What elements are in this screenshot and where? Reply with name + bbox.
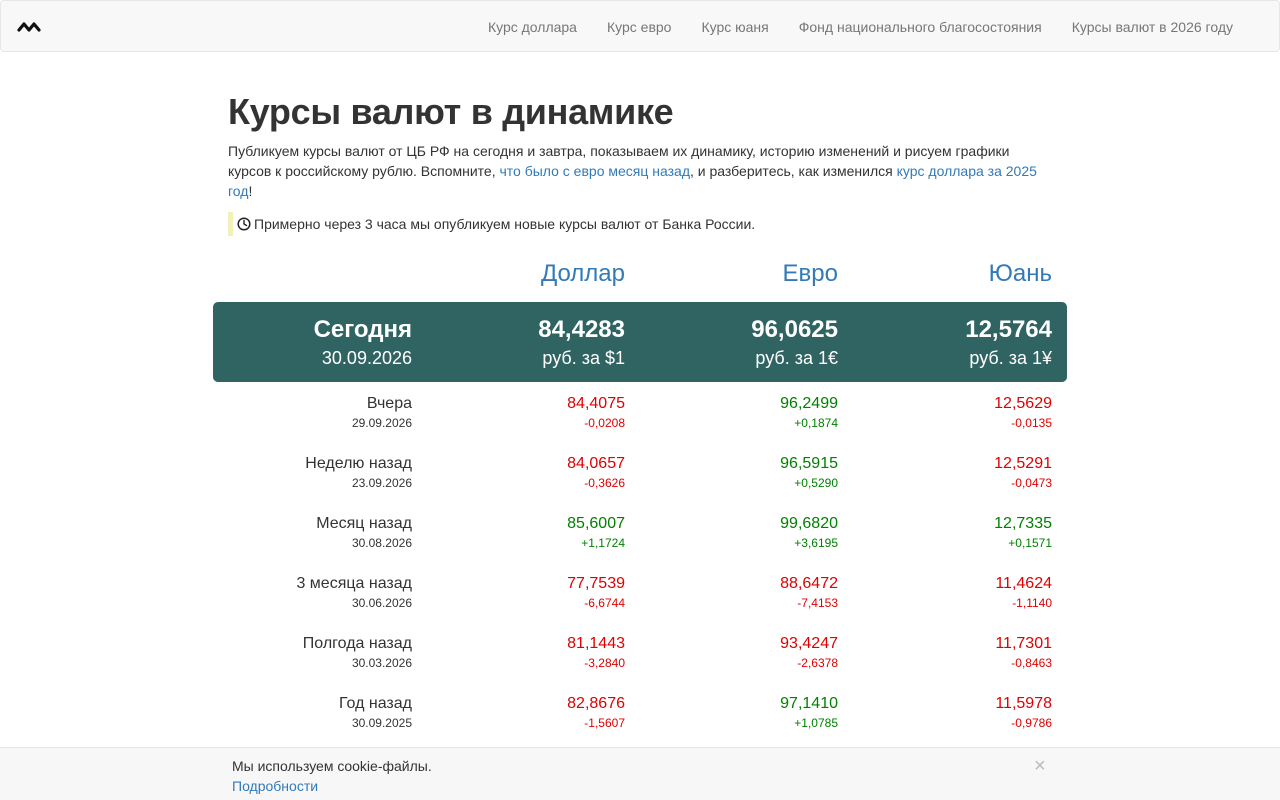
yuan-value: 12,5629 <box>994 395 1052 412</box>
dollar-change: -0,3626 <box>584 476 625 490</box>
nav-links: Курс доллара Курс евро Курс юаня Фонд на… <box>473 1 1248 53</box>
publication-notice: Примерно через 3 часа мы опубликуем новы… <box>228 212 1052 236</box>
close-icon[interactable]: × <box>1034 755 1046 777</box>
row-date: 30.09.2025 <box>351 716 412 730</box>
euro-change: +3,6195 <box>794 536 838 550</box>
row-date: 23.09.2026 <box>351 476 412 490</box>
yuan-change: -1,1140 <box>1012 596 1052 610</box>
history-row-half-year-ago: Полгода назад 30.03.2026 81,1443 -3,2840… <box>0 632 1280 692</box>
euro-value: 93,4247 <box>780 635 838 652</box>
today-dollar-unit: руб. за $1 <box>542 348 625 368</box>
dollar-value: 84,0657 <box>567 455 625 472</box>
euro-month-ago-link[interactable]: что было с евро месяц назад <box>499 163 691 179</box>
yuan-value: 12,5291 <box>994 455 1052 472</box>
dollar-change: -1,5607 <box>584 716 625 730</box>
row-label: 3 месяца назад <box>296 575 412 592</box>
page-title: Курсы валют в динамике <box>228 91 674 132</box>
today-euro-unit: руб. за 1€ <box>755 348 838 368</box>
nav-link-yuan[interactable]: Курс юаня <box>701 19 769 35</box>
yuan-change: -0,0473 <box>1011 476 1052 490</box>
yuan-value: 12,7335 <box>994 515 1052 532</box>
history-row-week-ago: Неделю назад 23.09.2026 84,0657 -0,3626 … <box>0 452 1280 512</box>
euro-change: +0,5290 <box>794 476 838 490</box>
yuan-change: -0,9786 <box>1011 716 1052 730</box>
main-content: Курсы валют в динамике Публикуем курсы в… <box>228 90 1052 236</box>
row-date: 30.08.2026 <box>351 536 412 550</box>
euro-value: 88,6472 <box>780 575 838 592</box>
yuan-value: 11,7301 <box>995 635 1052 652</box>
euro-value: 96,5915 <box>780 455 838 472</box>
intro-text-3: ! <box>248 183 253 199</box>
row-label: Месяц назад <box>316 515 412 532</box>
today-yuan-value: 12,5764 <box>965 316 1052 343</box>
row-date: 29.09.2026 <box>351 416 412 430</box>
history-row-month-ago: Месяц назад 30.08.2026 85,6007 +1,1724 9… <box>0 512 1280 572</box>
euro-change: +1,0785 <box>794 716 838 730</box>
currency-header-yuan[interactable]: Юань <box>988 260 1052 287</box>
cookie-text: Мы используем cookie-файлы. <box>232 758 432 774</box>
row-label: Неделю назад <box>305 455 412 472</box>
intro-paragraph: Публикуем курсы валют от ЦБ РФ на сегодн… <box>228 141 1052 201</box>
row-label: Полгода назад <box>302 635 412 652</box>
nav-link-rates-2026[interactable]: Курсы валют в 2026 году <box>1071 19 1233 35</box>
euro-change: +0,1874 <box>794 416 838 430</box>
today-euro-value: 96,0625 <box>751 316 838 343</box>
yuan-change: +0,1571 <box>1008 536 1052 550</box>
row-label: Год назад <box>338 695 412 712</box>
cookie-details-link[interactable]: Подробности <box>232 778 319 794</box>
currency-header-euro[interactable]: Евро <box>782 260 838 287</box>
wave-logo-icon[interactable] <box>16 19 42 35</box>
yuan-value: 11,4624 <box>995 575 1052 592</box>
cookie-banner: Мы используем cookie-файлы. Подробности … <box>0 747 1280 800</box>
dollar-value: 82,8676 <box>567 695 625 712</box>
nav-link-nwf[interactable]: Фонд национального благосостояния <box>798 19 1042 35</box>
dollar-value: 77,7539 <box>567 575 625 592</box>
euro-value: 97,1410 <box>780 695 838 712</box>
yuan-change: -0,0135 <box>1011 416 1052 430</box>
row-date: 30.03.2026 <box>351 656 412 670</box>
top-navbar: Курс доллара Курс евро Курс юаня Фонд на… <box>0 0 1280 52</box>
currency-header-dollar[interactable]: Доллар <box>540 260 625 287</box>
row-date: 30.06.2026 <box>351 596 412 610</box>
today-label: Сегодня <box>313 316 412 343</box>
dollar-change: +1,1724 <box>581 536 625 550</box>
dollar-value: 81,1443 <box>567 635 625 652</box>
dollar-change: -6,6744 <box>584 596 625 610</box>
currency-header-row: Доллар Евро Юань <box>0 258 1280 294</box>
dollar-change: -0,0208 <box>584 416 625 430</box>
history-row-3-months-ago: 3 месяца назад 30.06.2026 77,7539 -6,674… <box>0 572 1280 632</box>
dollar-value: 85,6007 <box>567 515 625 532</box>
row-label: Вчера <box>366 395 412 412</box>
dollar-2025-link[interactable]: курс доллара за 2025 год <box>228 163 1037 199</box>
yuan-value: 11,5978 <box>995 695 1052 712</box>
euro-change: -7,4153 <box>797 596 838 610</box>
today-dollar-value: 84,4283 <box>538 316 625 343</box>
intro-text-1: Публикуем курсы валют от ЦБ РФ на сегодн… <box>228 143 1010 179</box>
yuan-change: -0,8463 <box>1011 656 1052 670</box>
today-yuan-unit: руб. за 1¥ <box>969 348 1052 368</box>
notice-text: Примерно через 3 часа мы опубликуем новы… <box>254 216 756 232</box>
nav-link-euro[interactable]: Курс евро <box>606 19 672 35</box>
intro-text-2: , и разберитесь, как изменился <box>690 163 897 179</box>
euro-change: -2,6378 <box>797 656 838 670</box>
today-rates-panel: Сегодня 30.09.2026 84,4283 руб. за $1 96… <box>213 302 1067 382</box>
dollar-change: -3,2840 <box>584 656 625 670</box>
history-row-yesterday: Вчера 29.09.2026 84,4075 -0,0208 96,2499… <box>0 392 1280 452</box>
euro-value: 99,6820 <box>780 515 838 532</box>
dollar-value: 84,4075 <box>567 395 625 412</box>
today-date: 30.09.2026 <box>321 348 412 368</box>
nav-link-dollar[interactable]: Курс доллара <box>487 19 577 35</box>
clock-icon <box>237 217 251 231</box>
euro-value: 96,2499 <box>780 395 838 412</box>
history-row-year-ago: Год назад 30.09.2025 82,8676 -1,5607 97,… <box>0 692 1280 752</box>
